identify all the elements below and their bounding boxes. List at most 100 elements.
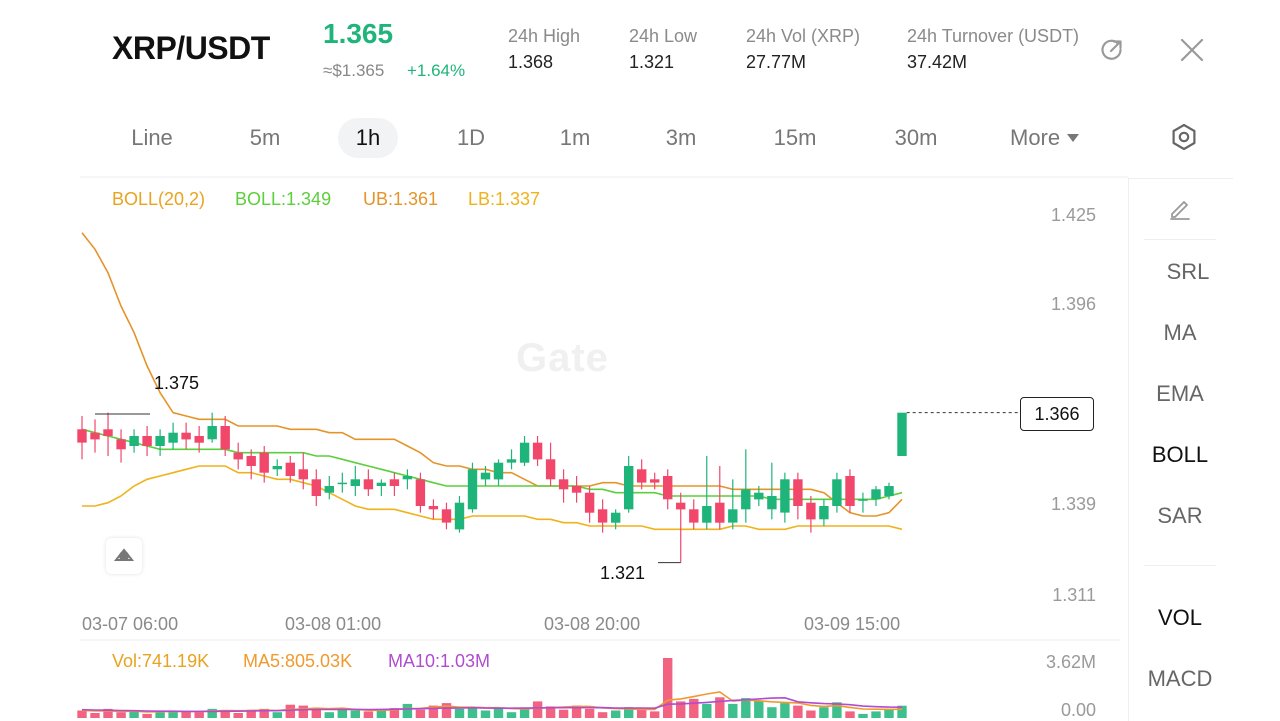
candle-body bbox=[506, 459, 517, 463]
boll-mid-label: BOLL:1.349 bbox=[235, 189, 332, 209]
volume-bar bbox=[663, 658, 673, 718]
candle-body bbox=[793, 479, 803, 506]
volume-bar bbox=[624, 707, 634, 718]
volume-bar bbox=[415, 709, 426, 718]
volume-bar bbox=[402, 703, 413, 718]
candle-body bbox=[194, 436, 204, 443]
volume-ma10-line bbox=[81, 696, 903, 713]
candle-body bbox=[129, 436, 139, 446]
drawing-tool-icon bbox=[113, 548, 135, 561]
candle-body bbox=[624, 466, 634, 510]
candle-body bbox=[337, 482, 347, 485]
candlestick-chart[interactable] bbox=[0, 0, 1128, 720]
candle-body bbox=[480, 472, 491, 480]
volume-bar bbox=[298, 705, 308, 718]
volume-bar bbox=[363, 711, 374, 718]
side-divider bbox=[1144, 239, 1216, 240]
side-item-boll[interactable]: BOLL bbox=[1151, 442, 1209, 467]
volume-bar bbox=[858, 713, 868, 718]
volume-bar bbox=[389, 708, 400, 718]
side-item-sar[interactable]: SAR bbox=[1157, 503, 1203, 528]
volume-bar bbox=[767, 707, 777, 718]
candle-body bbox=[207, 426, 217, 440]
volume-bar bbox=[428, 705, 439, 718]
volume-bar bbox=[337, 709, 347, 718]
volume-bar bbox=[728, 703, 738, 718]
side-item-ma[interactable]: MA bbox=[1163, 320, 1197, 345]
tab-more[interactable]: More bbox=[1010, 118, 1100, 158]
stat-24h-volume: 24h Vol (XRP) 27.77M bbox=[746, 26, 860, 73]
volume-ma5-label: MA5:805.03K bbox=[243, 651, 353, 671]
volume-bar bbox=[90, 713, 100, 718]
candle-body bbox=[611, 512, 621, 523]
side-item-macd[interactable]: MACD bbox=[1147, 666, 1213, 691]
candle-body bbox=[77, 429, 87, 443]
candle-body bbox=[676, 502, 686, 510]
volume-bar bbox=[584, 708, 595, 718]
candle-body bbox=[324, 486, 334, 493]
side-item-vol[interactable]: VOL bbox=[1157, 605, 1203, 630]
candle-body bbox=[233, 452, 243, 460]
high-price-marker: 1.375 bbox=[154, 373, 200, 393]
volume-bar bbox=[220, 710, 230, 718]
tab-30m[interactable]: 30m bbox=[894, 125, 938, 150]
volume-bar bbox=[350, 710, 360, 718]
side-item-ema[interactable]: EMA bbox=[1156, 381, 1204, 406]
volume-bar bbox=[480, 710, 491, 718]
candle-body bbox=[298, 469, 308, 480]
volume-bar bbox=[454, 708, 465, 718]
volume-bar bbox=[845, 711, 855, 718]
tab-3m[interactable]: 3m bbox=[665, 125, 697, 150]
time-axis-tick: 03-08 01:00 bbox=[285, 614, 382, 634]
trading-pair-title: XRP/USDT bbox=[112, 30, 270, 66]
volume-bar bbox=[558, 709, 569, 718]
last-price: 1.365 bbox=[323, 18, 394, 49]
boll-upper-line bbox=[81, 232, 903, 517]
price-axis-tick: 1.396 bbox=[1050, 294, 1096, 314]
tab-5m[interactable]: 5m bbox=[249, 125, 281, 150]
stat-value: 1.321 bbox=[629, 52, 675, 72]
volume-bar bbox=[819, 707, 829, 718]
side-divider bbox=[1144, 565, 1216, 566]
volume-bar bbox=[793, 705, 803, 718]
close-button[interactable] bbox=[1178, 36, 1206, 64]
share-button[interactable] bbox=[1098, 36, 1126, 64]
chart-settings-button[interactable] bbox=[1168, 121, 1200, 153]
stat-24h-high: 24h High 1.368 bbox=[508, 26, 580, 73]
volume-bar bbox=[142, 713, 152, 718]
tab-1h[interactable]: 1h bbox=[338, 118, 398, 158]
draw-pencil-button[interactable] bbox=[1166, 194, 1194, 222]
candle-body bbox=[819, 506, 829, 520]
candle-body bbox=[858, 499, 868, 501]
volume-bar bbox=[571, 705, 582, 718]
candle-body bbox=[584, 492, 595, 513]
volume-bar bbox=[77, 710, 87, 718]
candle-body bbox=[741, 489, 751, 510]
candle-body bbox=[103, 429, 113, 436]
price-axis-tick: 1.339 bbox=[1050, 494, 1096, 514]
volume-bar bbox=[324, 712, 334, 718]
candle-body bbox=[350, 479, 360, 486]
settings-hexagon-icon bbox=[1172, 123, 1196, 151]
candle-body bbox=[754, 492, 764, 500]
volume-bar bbox=[741, 698, 751, 718]
candle-body bbox=[493, 462, 504, 480]
volume-bar bbox=[259, 708, 269, 718]
candle-body bbox=[545, 459, 556, 480]
volume-bar bbox=[155, 712, 165, 718]
tab-15m[interactable]: 15m bbox=[773, 125, 817, 150]
boll-mid-line bbox=[81, 428, 903, 501]
candle-body bbox=[220, 426, 230, 450]
tab-1m[interactable]: 1m bbox=[559, 125, 591, 150]
share-icon bbox=[1101, 39, 1122, 60]
drawing-tool-button[interactable] bbox=[106, 538, 142, 574]
tab-1d[interactable]: 1D bbox=[456, 125, 486, 150]
tab-line[interactable]: Line bbox=[131, 125, 173, 150]
candle-body bbox=[597, 509, 608, 523]
candle-body bbox=[90, 432, 100, 440]
volume-bar bbox=[715, 697, 725, 718]
volume-axis-tick: 3.62M bbox=[1045, 652, 1096, 672]
side-item-srl[interactable]: SRL bbox=[1166, 259, 1210, 284]
stat-24h-low: 24h Low 1.321 bbox=[629, 26, 697, 73]
volume-bar bbox=[168, 710, 178, 718]
